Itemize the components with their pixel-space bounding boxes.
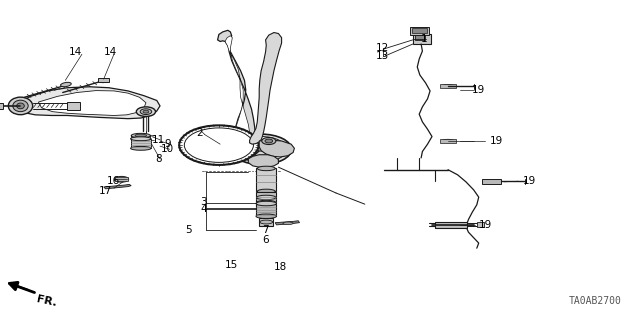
Text: 18: 18 xyxy=(274,262,287,272)
Bar xyxy=(440,84,456,88)
Polygon shape xyxy=(104,184,131,189)
Bar xyxy=(477,222,484,227)
Bar xyxy=(256,192,276,203)
Bar xyxy=(115,177,128,181)
Text: 4: 4 xyxy=(200,204,207,214)
Text: 19: 19 xyxy=(490,136,502,146)
Ellipse shape xyxy=(243,140,280,159)
Text: 3: 3 xyxy=(200,197,207,207)
Text: 19: 19 xyxy=(472,85,485,95)
Bar xyxy=(259,218,273,226)
Text: 14: 14 xyxy=(104,47,116,57)
Polygon shape xyxy=(259,140,294,157)
Ellipse shape xyxy=(8,97,33,115)
Bar xyxy=(131,139,151,148)
Polygon shape xyxy=(14,87,160,119)
Ellipse shape xyxy=(257,195,276,200)
Text: 7: 7 xyxy=(262,225,269,235)
Polygon shape xyxy=(225,36,250,145)
Text: 9: 9 xyxy=(164,139,171,149)
Ellipse shape xyxy=(442,85,454,88)
Text: 13: 13 xyxy=(376,51,389,61)
Ellipse shape xyxy=(131,133,150,138)
Text: 14: 14 xyxy=(69,47,82,57)
Ellipse shape xyxy=(143,110,149,113)
Text: 1: 1 xyxy=(420,34,427,44)
Text: 8: 8 xyxy=(156,154,162,164)
Ellipse shape xyxy=(115,176,129,182)
Ellipse shape xyxy=(257,147,265,151)
Polygon shape xyxy=(250,33,282,144)
Text: 11: 11 xyxy=(152,135,165,145)
Ellipse shape xyxy=(265,139,273,143)
Ellipse shape xyxy=(135,134,147,137)
Ellipse shape xyxy=(260,220,273,224)
Text: 17: 17 xyxy=(99,186,112,196)
Bar xyxy=(0,103,3,109)
Text: TA0AB2700: TA0AB2700 xyxy=(569,296,622,306)
Bar xyxy=(435,222,467,228)
Ellipse shape xyxy=(136,107,156,116)
Ellipse shape xyxy=(61,82,71,87)
Ellipse shape xyxy=(131,146,151,150)
Bar xyxy=(413,34,431,44)
Text: 5: 5 xyxy=(186,225,192,235)
Ellipse shape xyxy=(140,109,152,115)
Ellipse shape xyxy=(236,137,287,162)
Ellipse shape xyxy=(257,189,275,194)
Text: 2: 2 xyxy=(196,128,203,138)
Text: 19: 19 xyxy=(479,220,492,230)
Ellipse shape xyxy=(262,137,276,145)
Text: 10: 10 xyxy=(161,144,174,154)
Bar xyxy=(410,27,429,35)
Text: FR.: FR. xyxy=(36,294,58,308)
Ellipse shape xyxy=(257,166,275,171)
Polygon shape xyxy=(248,155,278,167)
Bar xyxy=(412,28,427,33)
Ellipse shape xyxy=(283,222,293,225)
Text: 15: 15 xyxy=(225,260,238,271)
Polygon shape xyxy=(218,30,255,147)
Bar xyxy=(98,78,109,82)
Text: 12: 12 xyxy=(376,43,389,54)
Bar xyxy=(67,102,80,110)
Ellipse shape xyxy=(256,201,276,206)
Bar xyxy=(256,168,276,191)
Bar xyxy=(415,34,425,40)
Polygon shape xyxy=(38,91,146,115)
Polygon shape xyxy=(275,221,300,225)
Ellipse shape xyxy=(131,137,151,141)
Ellipse shape xyxy=(231,134,292,165)
Text: 19: 19 xyxy=(524,176,536,186)
Ellipse shape xyxy=(184,128,253,162)
Bar xyxy=(256,204,276,216)
Ellipse shape xyxy=(179,125,259,165)
Bar xyxy=(482,179,501,184)
Ellipse shape xyxy=(257,200,276,205)
Text: 6: 6 xyxy=(262,235,269,245)
Bar xyxy=(440,139,456,143)
Text: 16: 16 xyxy=(108,176,120,186)
Ellipse shape xyxy=(13,100,28,112)
Ellipse shape xyxy=(17,103,24,109)
Ellipse shape xyxy=(442,139,454,143)
FancyArrowPatch shape xyxy=(10,283,28,290)
Ellipse shape xyxy=(256,214,276,219)
